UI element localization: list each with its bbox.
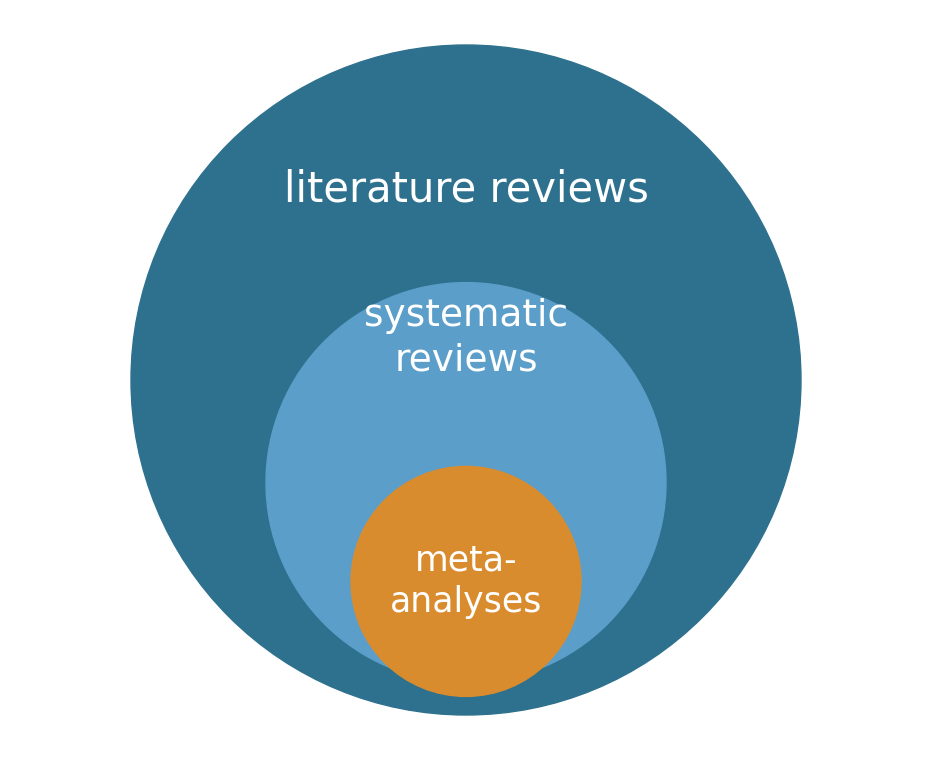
Circle shape bbox=[266, 283, 666, 682]
Text: systematic
reviews: systematic reviews bbox=[363, 298, 569, 378]
Circle shape bbox=[131, 45, 801, 715]
Text: meta-
analyses: meta- analyses bbox=[390, 543, 542, 619]
Text: literature reviews: literature reviews bbox=[283, 169, 649, 211]
Circle shape bbox=[351, 467, 581, 696]
